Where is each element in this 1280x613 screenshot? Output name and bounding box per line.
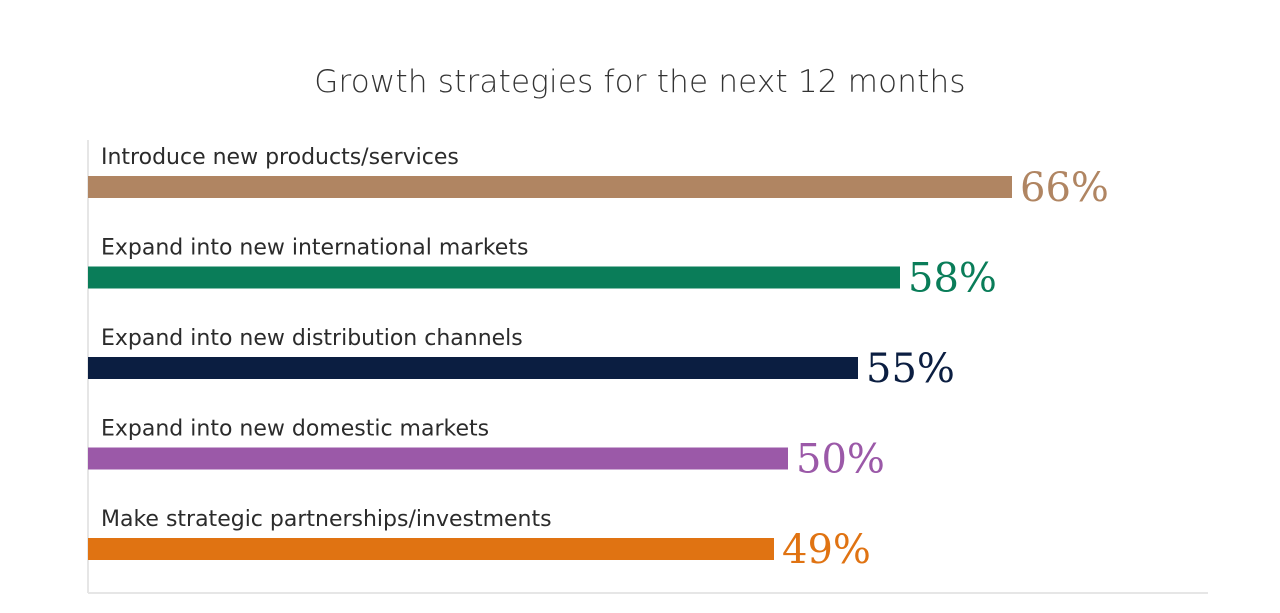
value-label: 55%: [866, 346, 955, 392]
category-label: Make strategic partnerships/investments: [101, 507, 552, 532]
value-label: 66%: [1020, 165, 1109, 211]
chart-title: Growth strategies for the next 12 months: [314, 64, 966, 100]
bar: [88, 266, 900, 289]
value-label: 49%: [782, 527, 871, 573]
value-label: 58%: [908, 256, 997, 302]
bars-group: Introduce new products/services 66% Expand…: [88, 145, 1109, 573]
category-label: Introduce new products/services: [101, 145, 459, 170]
category-label: Expand into new international markets: [101, 236, 528, 261]
value-label: 50%: [796, 437, 885, 483]
category-label: Expand into new domestic markets: [101, 417, 489, 442]
category-label: Expand into new distribution channels: [101, 326, 523, 351]
bar: [88, 357, 858, 379]
bar: [88, 538, 774, 560]
bar: [88, 176, 1012, 198]
bar: [88, 447, 788, 470]
